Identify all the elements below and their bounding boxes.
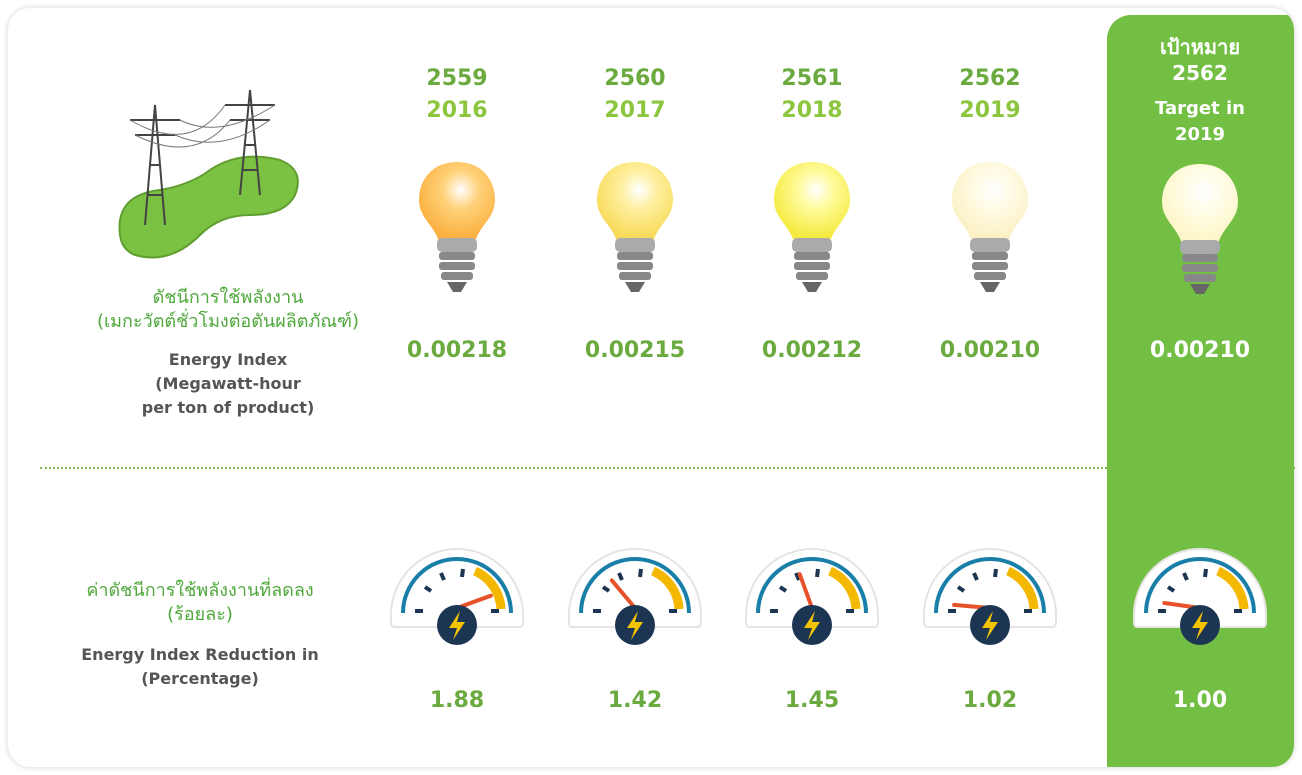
val-text: 0.00215 [585, 338, 685, 363]
power-tower-illustration [110, 65, 310, 265]
bulb-icon [950, 160, 1030, 295]
yr-text: 2019 [959, 96, 1020, 126]
val-text: 1.88 [430, 688, 484, 713]
val-text: 1.02 [963, 688, 1017, 713]
val-text: 0.00210 [940, 338, 1040, 363]
yr-text: 2018 [781, 96, 842, 126]
gauge-icon [565, 543, 705, 653]
gauge-icon [387, 543, 527, 653]
yr-text: 2559 [426, 64, 487, 94]
yr-text: 2562 [959, 64, 1020, 94]
val-text: 1.42 [608, 688, 662, 713]
divider [40, 467, 1295, 469]
bulb-icon [1160, 162, 1240, 297]
gauge-icon [1130, 543, 1270, 653]
th-text: ค่าดัชนีการใช้พลังงานที่ลดลง [86, 579, 313, 603]
val-text: 0.00218 [407, 338, 507, 363]
th-text: ดัชนีการใช้พลังงาน [153, 286, 304, 310]
yr-text: 2017 [604, 96, 665, 126]
gauge-icon [742, 543, 882, 653]
yr-text: 2562 [1172, 58, 1228, 88]
val-text: 0.00212 [762, 338, 862, 363]
bulb-icon [772, 160, 852, 295]
yr-text: 2019 [1175, 120, 1225, 150]
bulb-icon [595, 160, 675, 295]
bulb-icon [417, 160, 497, 295]
th-text: (เมกะวัตต์ชั่วโมงต่อตันผลิตภัณฑ์) [97, 310, 359, 334]
en-text: Energy Index [169, 348, 287, 372]
en-text: (Percentage) [141, 667, 259, 691]
val-text: 1.00 [1173, 688, 1227, 713]
val-text: 1.45 [785, 688, 839, 713]
val-text: 0.00210 [1150, 338, 1250, 363]
en-text: Energy Index Reduction in [81, 643, 319, 667]
yr-text: 2561 [781, 64, 842, 94]
gauge-icon [920, 543, 1060, 653]
th-text: (ร้อยละ) [167, 603, 233, 627]
infographic: ดัชนีการใช้พลังงาน(เมกะวัตต์ชั่วโมงต่อตั… [0, 0, 1302, 775]
yr-text: 2016 [426, 96, 487, 126]
en-text: per ton of product) [142, 396, 315, 420]
yr-text: 2560 [604, 64, 665, 94]
en-text: (Megawatt-hour [155, 372, 301, 396]
